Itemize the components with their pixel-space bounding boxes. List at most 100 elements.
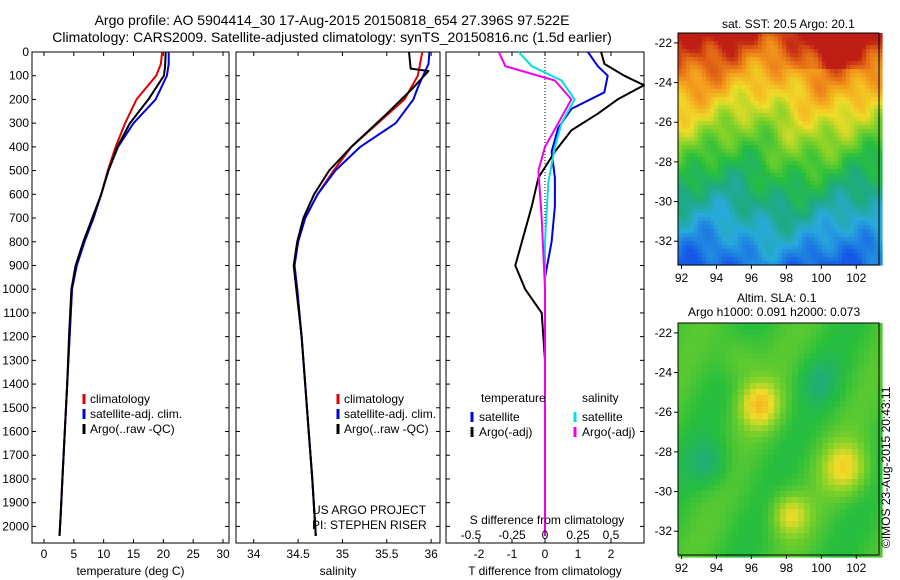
salinity-legend-label: Argo(..raw -QC) [344, 422, 429, 436]
temperature-series-2 [58, 51, 167, 536]
sla-map-ytick-label: -32 [655, 524, 673, 538]
diff-legend-label: Argo(-adj) [479, 425, 532, 439]
sst-map-xtick-label: 94 [710, 271, 724, 285]
sla-map-xtick-label: 92 [675, 561, 689, 575]
sla-map-title-line2: Argo h1000: 0.091 h2000: 0.073 [688, 305, 861, 319]
temperature-legend-label: climatology [90, 392, 150, 406]
sla-map-ytick-label: -30 [655, 485, 673, 499]
differences-series-0 [544, 51, 609, 536]
differences-series-1 [514, 51, 645, 536]
diff-top-tick-label: 0.25 [566, 528, 590, 542]
temperature-frame [31, 51, 230, 544]
temperature-legend-label: Argo(..raw -QC) [90, 422, 175, 436]
sst-map-xtick-label: 100 [811, 271, 831, 285]
sst-map-xtick-label: 96 [745, 271, 759, 285]
sst-map-xtick-label: 92 [675, 271, 689, 285]
differences-xtick-label: 0 [542, 547, 549, 561]
sst-map-xtick-label: 102 [846, 271, 866, 285]
diff-top-tick-label: 0 [542, 528, 549, 542]
depth-tick-label: 200 [9, 92, 29, 106]
depth-tick-label: 100 [9, 69, 29, 83]
depth-tick-label: 1700 [2, 448, 29, 462]
pi-label: PI: STEPHEN RISER [312, 518, 427, 532]
depth-tick-label: 1800 [2, 472, 29, 486]
temperature-xtick-label: 0 [41, 547, 48, 561]
diff-legend-label: satellite [479, 410, 520, 424]
depth-tick-label: 1000 [2, 282, 29, 296]
depth-tick-label: 1100 [3, 306, 29, 320]
sla-map-xtick-label: 96 [745, 561, 759, 575]
salinity-frame [235, 51, 441, 544]
diff-top-tick-label: -0.25 [498, 528, 526, 542]
depth-tick-label: 600 [9, 187, 29, 201]
salinity-xtick-label: 35 [336, 547, 350, 561]
imos-credit: ©IMOS 23-Aug-2015 20:43:11 [879, 386, 893, 548]
sla-map-ytick-label: -24 [655, 366, 673, 380]
temperature-xtick-label: 30 [216, 547, 230, 561]
figure-title-line1: Argo profile: AO 5904414_30 17-Aug-2015 … [94, 12, 570, 28]
temperature-xlabel: temperature (deg C) [76, 564, 184, 578]
differences-series-3 [497, 51, 573, 536]
differences-xtick-label: -1 [507, 547, 518, 561]
salinity-xtick-label: 35.5 [375, 547, 399, 561]
depth-tick-label: 800 [9, 235, 29, 249]
salinity-xtick-label: 34 [247, 547, 261, 561]
differences-xtick-label: 1 [575, 547, 582, 561]
diff-top-tick-label: 0.5 [603, 528, 620, 542]
temperature-legend-label: satellite-adj. clim. [90, 407, 182, 421]
depth-tick-label: 1600 [2, 425, 29, 439]
salinity-series-0 [293, 51, 424, 536]
sst-map-xtick-label: 98 [780, 271, 794, 285]
temperature-xtick-label: 20 [157, 547, 171, 561]
differences-xtick-label: -2 [474, 547, 485, 561]
depth-tick-label: 500 [9, 164, 29, 178]
sst-map-frame [677, 32, 880, 266]
sla-map-xtick-label: 102 [846, 561, 866, 575]
depth-tick-label: 700 [9, 211, 29, 225]
sst-map-ytick-label: -30 [655, 195, 673, 209]
project-label: US ARGO PROJECT [312, 503, 427, 517]
temperature-xtick-label: 10 [97, 547, 111, 561]
depth-tick-label: 1300 [2, 353, 29, 367]
sla-map-ytick-label: -22 [655, 326, 673, 340]
salinity-xtick-label: 34.5 [286, 547, 310, 561]
sst-map-ytick-label: -24 [655, 76, 673, 90]
sst-map-ytick-label: -26 [655, 115, 673, 129]
diff-legend-label: satellite [582, 410, 623, 424]
temperature-xtick-label: 5 [70, 547, 77, 561]
depth-tick-label: 1400 [2, 377, 29, 391]
salinity-legend-label: climatology [344, 392, 404, 406]
diff-legend-header-salinity: salinity [582, 391, 619, 405]
depth-tick-label: 2000 [2, 519, 29, 533]
figure-title-line2: Climatology: CARS2009. Satellite-adjuste… [52, 29, 612, 45]
depth-tick-label: 400 [9, 140, 29, 154]
sst-map-ytick-label: -22 [655, 36, 673, 50]
sla-map-xtick-label: 98 [780, 561, 794, 575]
sst-map [678, 33, 883, 266]
temperature-xtick-label: 25 [187, 547, 201, 561]
depth-tick-label: 900 [9, 258, 29, 272]
temperature-series-1 [58, 52, 170, 536]
diff-legend-header-temperature: temperature [481, 391, 546, 405]
salinity-series-1 [293, 51, 431, 536]
sla-map [678, 323, 883, 558]
depth-tick-label: 0 [22, 45, 29, 59]
salinity-series-2 [292, 51, 430, 536]
diff-top-xlabel: S difference from climatology [470, 513, 625, 527]
depth-tick-label: 300 [9, 116, 29, 130]
sla-map-xtick-label: 100 [811, 561, 831, 575]
diff-top-tick-label: -0.5 [461, 528, 482, 542]
sla-map-frame [677, 322, 880, 556]
sst-map-ytick-label: -32 [655, 234, 673, 248]
differences-xtick-label: 2 [608, 547, 615, 561]
differences-series-2 [517, 51, 576, 536]
temperature-xtick-label: 15 [127, 547, 141, 561]
depth-tick-label: 1200 [2, 330, 29, 344]
differences-xlabel: T difference from climatology [468, 564, 622, 578]
salinity-xtick-label: 36 [424, 547, 438, 561]
sla-map-xtick-label: 94 [710, 561, 724, 575]
salinity-legend-label: satellite-adj. clim. [344, 407, 436, 421]
sla-map-title-line1: Altim. SLA: 0.1 [737, 291, 817, 305]
temperature-series-0 [58, 51, 164, 536]
